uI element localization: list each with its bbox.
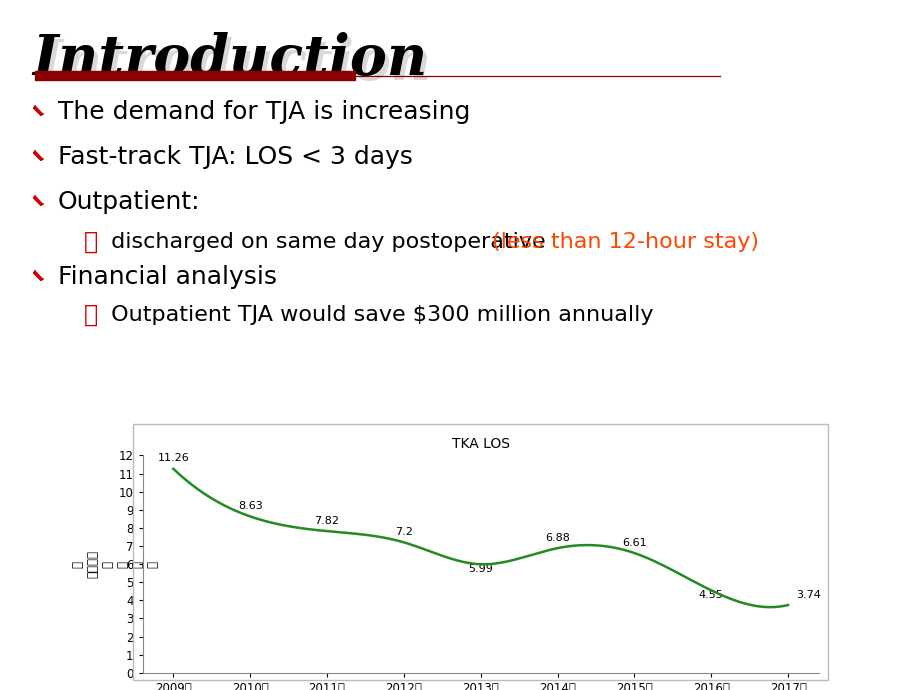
- Text: 11.26: 11.26: [157, 453, 189, 464]
- Text: Outpatient TJA would save $300 million annually: Outpatient TJA would save $300 million a…: [104, 305, 652, 325]
- Polygon shape: [34, 151, 42, 160]
- Polygon shape: [34, 271, 42, 280]
- Text: 3.74: 3.74: [795, 589, 820, 600]
- Title: TKA LOS: TKA LOS: [451, 437, 509, 451]
- Text: 7.2: 7.2: [394, 527, 413, 537]
- Text: 6.88: 6.88: [545, 533, 570, 543]
- Text: 8.63: 8.63: [237, 501, 262, 511]
- Y-axis label: 天
（间时）
院
住
后
术: 天 （间时） 院 住 后 术: [72, 550, 160, 578]
- Text: Outpatient:: Outpatient:: [58, 190, 200, 214]
- Text: Financial analysis: Financial analysis: [58, 265, 277, 289]
- Text: discharged on same day postoperative: discharged on same day postoperative: [104, 232, 560, 252]
- Text: 7.82: 7.82: [314, 515, 339, 526]
- Bar: [35, 71, 355, 80]
- Text: Introduction: Introduction: [32, 32, 426, 87]
- Text: Fast-track TJA: LOS < 3 days: Fast-track TJA: LOS < 3 days: [58, 145, 413, 169]
- Text: 4.55: 4.55: [698, 591, 723, 600]
- Text: Introduction: Introduction: [36, 37, 431, 92]
- Polygon shape: [34, 106, 42, 115]
- Text: ？: ？: [84, 303, 98, 327]
- Text: 6.61: 6.61: [621, 538, 646, 548]
- Text: (less than 12-hour stay): (less than 12-hour stay): [492, 232, 758, 252]
- Text: 5.99: 5.99: [468, 564, 493, 574]
- Text: The demand for TJA is increasing: The demand for TJA is increasing: [58, 100, 470, 124]
- Polygon shape: [34, 196, 42, 205]
- Text: ？: ？: [84, 230, 98, 254]
